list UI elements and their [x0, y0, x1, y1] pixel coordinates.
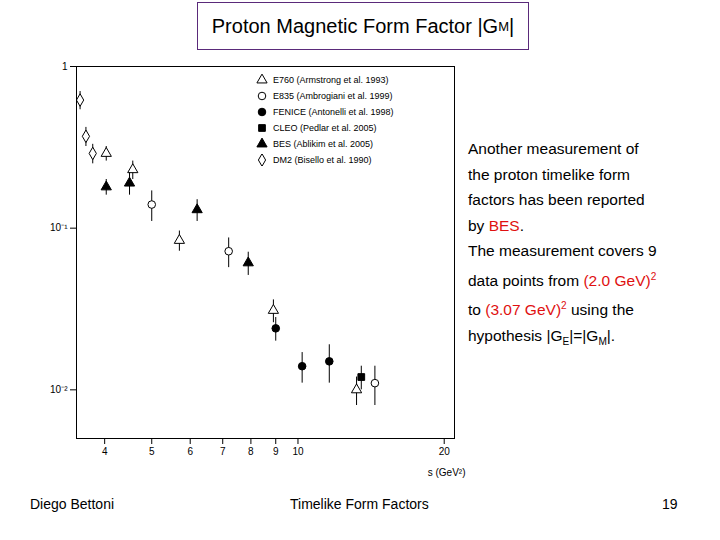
svg-text:9: 9: [273, 446, 279, 457]
html-text:hypothesis |GE|=|GM|.: hypothesis |GE|=|GM|.: [468, 326, 616, 347]
html-text:E760 (Armstrong et al. 1993): E760 (Armstrong et al. 1993): [273, 75, 389, 85]
svg-text:1: 1: [62, 61, 68, 72]
html-text:Diego Bettoni: Diego Bettoni: [30, 496, 115, 512]
html-text:Proton Magnetic Form Factor |G: Proton Magnetic Form Factor |GM|: [211, 14, 515, 37]
svg-text:7: 7: [220, 446, 226, 457]
svg-text:10⁻²: 10⁻²: [50, 384, 68, 395]
html-text:Timelike Form Factors: Timelike Form Factors: [290, 496, 429, 512]
html-text:E835 (Ambrogiani et al. 1999): E835 (Ambrogiani et al. 1999): [273, 91, 393, 101]
html-text:to (3.07 GeV)2using the: to (3.07 GeV)2using the: [468, 300, 634, 319]
html-text:data points from (2.0 GeV)2: data points from (2.0 GeV)2: [468, 270, 657, 289]
html-text:DM2 (Bisello et al. 1990): DM2 (Bisello et al. 1990): [273, 155, 372, 165]
svg-text:s (GeV²): s (GeV²): [428, 467, 466, 478]
html-text:by BES.: by BES.: [468, 216, 524, 234]
html-text:FENICE (Antonelli et al. 1998): FENICE (Antonelli et al. 1998): [273, 107, 394, 117]
svg-text:4: 4: [102, 446, 108, 457]
svg-text:6: 6: [187, 446, 193, 457]
svg-text:5: 5: [149, 446, 155, 457]
svg-text:10⁻¹: 10⁻¹: [50, 222, 68, 233]
html-text:The measurement covers 9: The measurement covers 9: [468, 242, 657, 259]
html-text:factors has been reported: factors has been reported: [468, 191, 645, 208]
html-text:Another measurement of: Another measurement of: [468, 140, 639, 157]
html-text:the proton timelike form: the proton timelike form: [468, 165, 630, 183]
html-text:CLEO (Pedlar et al. 2005): CLEO (Pedlar et al. 2005): [273, 123, 377, 133]
html-text:19: 19: [662, 496, 678, 512]
svg-text:10: 10: [292, 446, 304, 457]
svg-text:8: 8: [248, 446, 254, 457]
html-text:BES (Ablikim et al. 2005): BES (Ablikim et al. 2005): [273, 139, 373, 149]
svg-text:20: 20: [439, 446, 451, 457]
